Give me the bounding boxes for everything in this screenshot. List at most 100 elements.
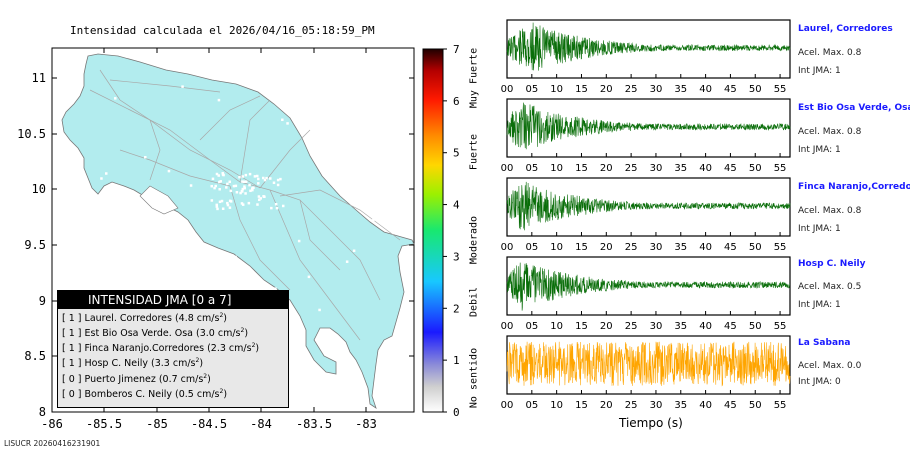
station-dot: [216, 207, 219, 211]
time-tick: 00: [501, 84, 514, 95]
station-dot: [181, 85, 184, 88]
station-dot: [262, 176, 265, 180]
time-tick: 40: [699, 321, 712, 332]
station-dot: [274, 202, 278, 206]
time-tick: 10: [550, 84, 563, 95]
station-max-accel: Acel. Max. 0.8: [798, 48, 862, 58]
station-dot: [244, 192, 247, 195]
map-y-tick: 9.5: [24, 238, 46, 252]
station-dot: [226, 203, 230, 207]
station-dot: [281, 118, 284, 122]
station-dot: [265, 176, 268, 180]
station-dot: [244, 180, 248, 183]
time-tick: 15: [575, 321, 588, 332]
station-name: Est Bio Osa Verde, Osa: [798, 103, 910, 113]
waveform-panel: 00 05 10 15 20 25 30 35 40 45 50 55: [501, 177, 791, 253]
station-jma: Int JMA: 1: [798, 145, 841, 155]
time-tick: 35: [674, 242, 687, 253]
time-tick: 45: [724, 321, 737, 332]
time-tick: 40: [699, 242, 712, 253]
time-tick: 45: [724, 84, 737, 95]
station-dot: [144, 156, 147, 159]
map-x-tick: -85.5: [86, 417, 122, 431]
map-y-axis: 11 10.5 10 9.5 9 8.5 8: [17, 71, 414, 419]
time-tick: 15: [575, 400, 588, 411]
station-dot: [346, 183, 350, 187]
map-y-tick: 8.5: [24, 349, 46, 363]
time-tick: 30: [650, 242, 663, 253]
station-max-accel: Acel. Max. 0.8: [798, 127, 862, 137]
map-y-tick: 10.5: [17, 127, 46, 141]
station-dot: [256, 203, 259, 206]
time-tick: 15: [575, 163, 588, 174]
map-x-tick: -85: [146, 417, 168, 431]
time-tick: 00: [501, 321, 514, 332]
station-dot: [352, 249, 356, 252]
station-dot: [219, 180, 223, 183]
waveform-trace: [506, 102, 791, 150]
station-dot: [263, 178, 267, 182]
station-dot: [232, 184, 236, 188]
time-tick: 55: [774, 400, 787, 411]
station-name: La Sabana: [798, 338, 851, 348]
station-dot: [143, 244, 146, 247]
station-dot: [251, 188, 254, 192]
legend-row: [ 1 ] Laurel. Corredores (4.8 cm/s2): [62, 312, 227, 325]
time-tick: 45: [724, 163, 737, 174]
time-tick: 55: [774, 84, 787, 95]
time-tick: 10: [550, 242, 563, 253]
station-dot: [241, 203, 245, 206]
station-dot: [218, 200, 222, 204]
colorbar-tick: 6: [453, 95, 460, 108]
station-dot: [228, 206, 232, 209]
map-title: Intensidad calculada el 2026/04/16_05:18…: [70, 24, 375, 37]
time-tick: 55: [774, 163, 787, 174]
time-tick: 40: [699, 84, 712, 95]
station-dot: [214, 184, 217, 188]
map-y-tick: 8: [39, 405, 46, 419]
station-jma: Int JMA: 1: [798, 224, 841, 234]
time-tick: 25: [625, 242, 638, 253]
station-dot: [105, 172, 108, 175]
station-dot: [220, 264, 224, 268]
station-dot: [272, 181, 276, 185]
station-max-accel: Acel. Max. 0.8: [798, 206, 862, 216]
station-dot: [259, 197, 262, 200]
station-dot: [297, 239, 301, 243]
legend-rows: [ 1 ] Laurel. Corredores (4.8 cm/s2) [ 1…: [58, 312, 288, 400]
station-dot: [247, 201, 251, 205]
time-tick: 25: [625, 163, 638, 174]
station-dot: [248, 172, 252, 176]
legend-row: [ 0 ] Bomberos C. Neily (0.5 cm/s2): [62, 387, 228, 400]
station-dot: [100, 177, 103, 180]
time-tick: 00: [501, 400, 514, 411]
time-tick: 20: [600, 84, 613, 95]
station-dot: [218, 180, 221, 184]
station-dot: [239, 191, 242, 195]
time-tick: 35: [674, 400, 687, 411]
time-tick: 30: [650, 163, 663, 174]
map-x-tick: -83.5: [296, 417, 332, 431]
station-dot: [276, 183, 280, 187]
station-jma: Int JMA: 1: [798, 66, 841, 76]
time-tick: 25: [625, 400, 638, 411]
station-dot: [262, 195, 265, 198]
station-dot: [215, 205, 219, 208]
station-dot: [256, 174, 259, 178]
intensity-legend: INTENSIDAD JMA [0 a 7] [ 1 ] Laurel. Cor…: [57, 290, 289, 408]
gulf-of-nicoya: [139, 185, 179, 215]
colorbar-tick: 1: [453, 354, 460, 367]
station-dot: [257, 195, 261, 198]
time-tick: 05: [525, 400, 538, 411]
station-dot: [252, 186, 255, 189]
station-name: Hosp C. Neily: [798, 259, 866, 269]
time-tick: 50: [749, 84, 762, 95]
colorbar-tick: 2: [453, 302, 460, 315]
station-dot: [270, 206, 273, 210]
time-tick: 30: [650, 84, 663, 95]
x-axis-label: Tiempo (s): [619, 416, 683, 430]
station-dot: [225, 186, 228, 189]
station-dot: [372, 218, 375, 222]
station-dot: [318, 308, 321, 312]
